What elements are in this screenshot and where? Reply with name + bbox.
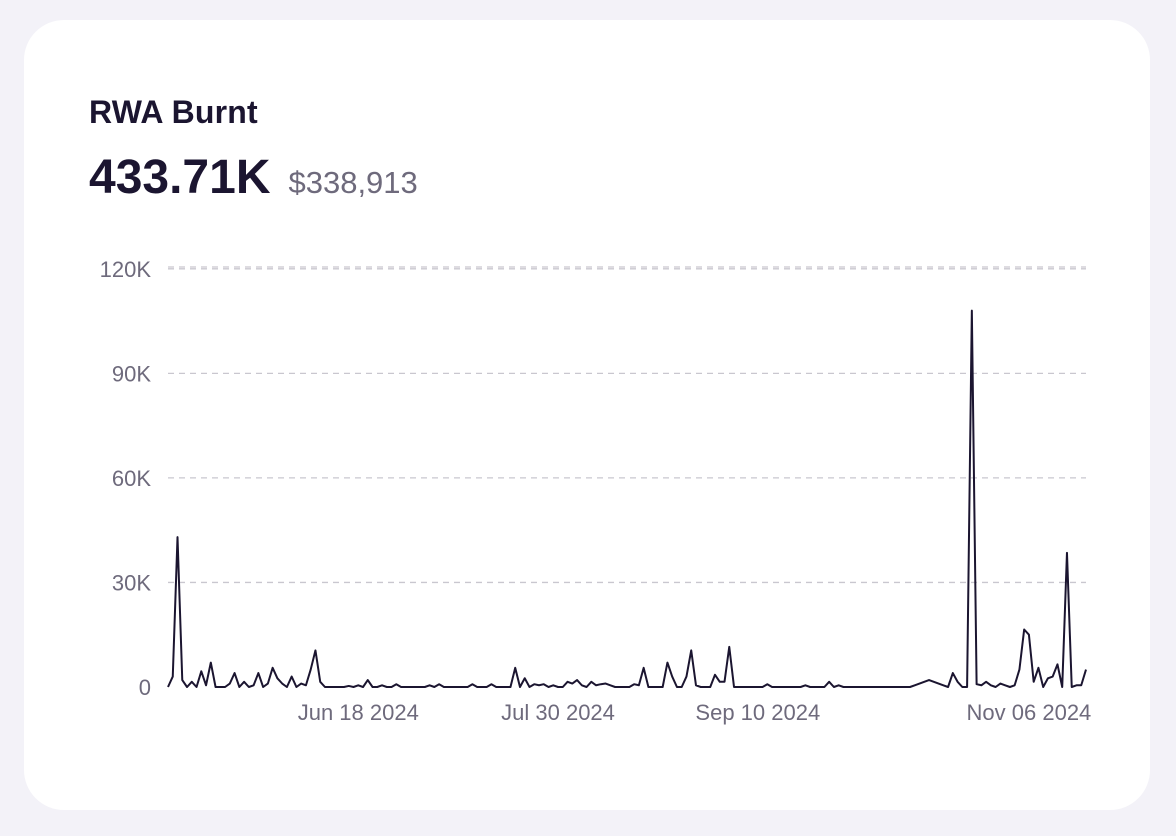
y-tick-label: 30K: [112, 570, 151, 595]
x-tick-label: Nov 06 2024: [967, 700, 1092, 725]
y-tick-label: 90K: [112, 361, 151, 386]
rwa-burnt-card: RWA Burnt 433.71K $338,913: [24, 20, 1150, 810]
total-burnt-usd-value: $338,913: [288, 165, 418, 200]
series-line-rwa-burnt: [167, 309, 1087, 688]
card-title: RWA Burnt: [89, 94, 258, 130]
y-tick-label: 120K: [100, 257, 152, 282]
total-burnt-value: 433.71K: [89, 151, 271, 204]
chart-gridlines: [168, 266, 1086, 584]
y-tick-label: 0: [139, 675, 151, 700]
x-tick-label: Jul 30 2024: [501, 700, 615, 725]
chart-series: [167, 309, 1087, 688]
chart-x-axis-labels: Jun 18 2024 Jul 30 2024 Sep 10 2024 Nov 06 …: [298, 700, 1092, 725]
value-row: 433.71K $338,913: [89, 150, 418, 205]
x-tick-label: Jun 18 2024: [298, 700, 419, 725]
x-tick-label: Sep 10 2024: [695, 700, 820, 725]
y-tick-label: 60K: [112, 466, 151, 491]
chart-y-axis-labels: 0 30K 60K 90K 120K: [100, 257, 152, 700]
